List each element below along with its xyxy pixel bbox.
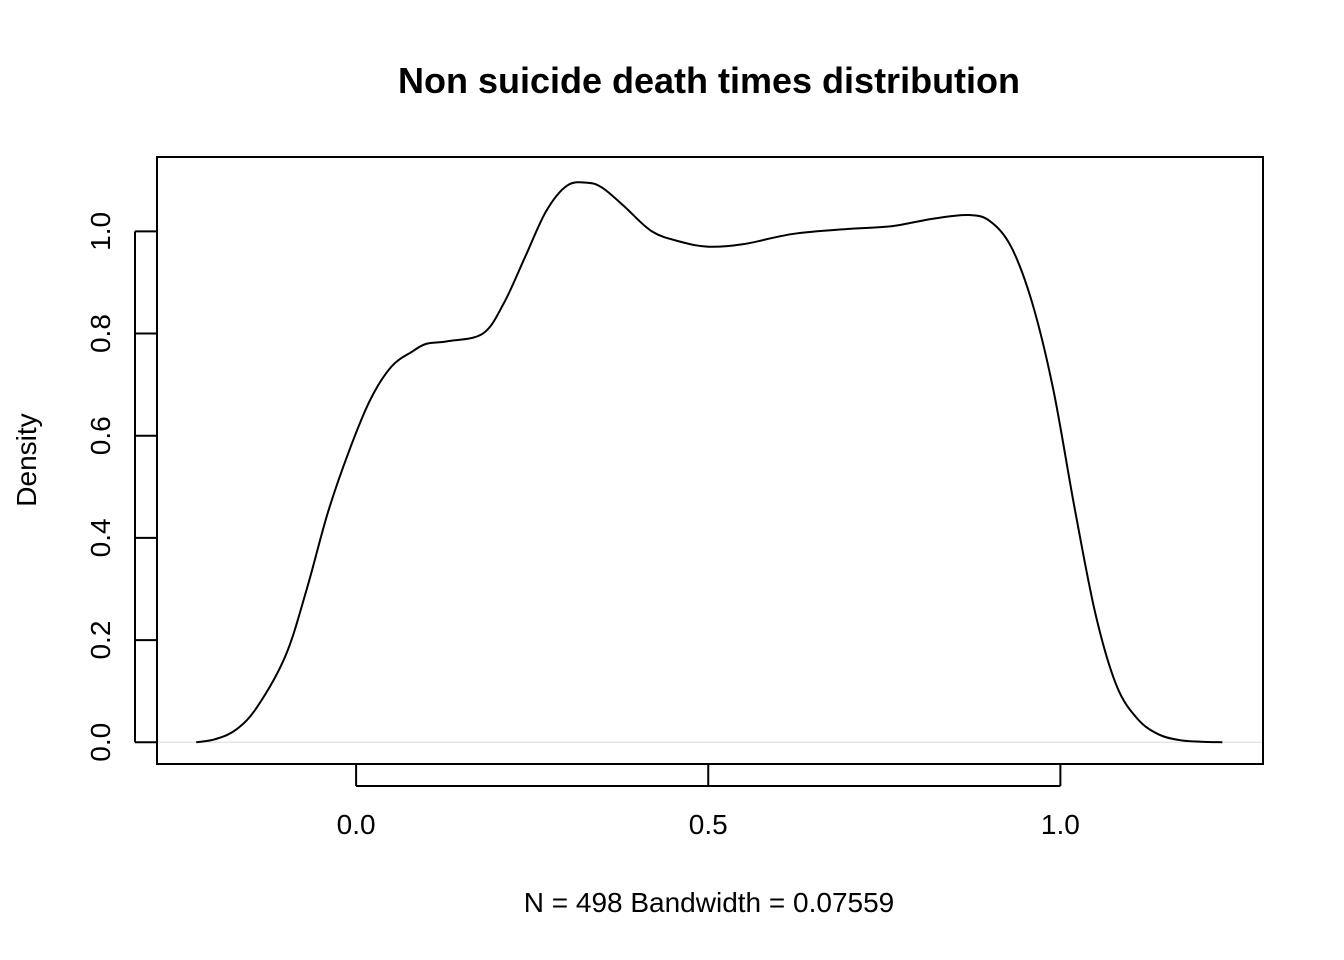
x-tick-label: 1.0 (1041, 809, 1080, 840)
chart-title: Non suicide death times distribution (398, 60, 1020, 101)
y-tick-label: 0.8 (85, 314, 116, 353)
density-curve (196, 181, 1223, 744)
y-tick-label: 1.0 (85, 212, 116, 251)
x-axis: 0.0 0.5 1.0 (337, 764, 1080, 840)
y-tick-label: 0.2 (85, 621, 116, 660)
y-tick-label: 0.0 (85, 723, 116, 762)
x-axis-label: N = 498 Bandwidth = 0.07559 (524, 887, 895, 918)
x-tick-label: 0.0 (337, 809, 376, 840)
x-tick-label: 0.5 (689, 809, 728, 840)
plot-box (156, 156, 1264, 765)
y-axis: 0.0 0.2 0.4 0.6 0.8 1.0 (85, 212, 157, 762)
y-tick-label: 0.6 (85, 416, 116, 455)
y-axis-label: Density (11, 413, 42, 506)
y-tick-label: 0.4 (85, 518, 116, 557)
